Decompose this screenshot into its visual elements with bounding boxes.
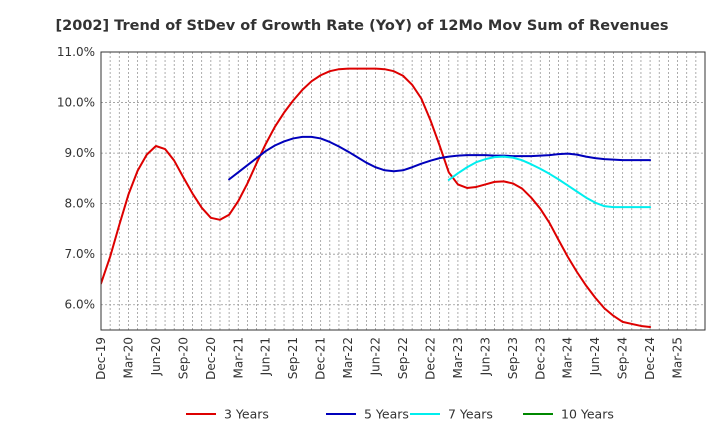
x-tick-label: Mar-21 [231, 337, 245, 378]
x-tick-label: Jun-24 [588, 337, 602, 376]
x-tick-label: Dec-19 [94, 337, 108, 380]
plot-border [100, 51, 706, 331]
legend-label-5-years: 5 Years [364, 407, 409, 422]
x-tick-label: Mar-23 [451, 337, 465, 378]
y-tick-label: 10.0% [57, 96, 95, 110]
x-tick-label: Jun-23 [478, 337, 492, 376]
x-tick-label: Sep-23 [506, 337, 520, 379]
legend-label-10-years: 10 Years [561, 407, 614, 422]
y-axis: 6.0% 7.0% 8.0% 9.0% 10.0% 11.0% [57, 45, 95, 312]
x-tick-label: Dec-20 [204, 337, 218, 380]
x-tick-label: Dec-24 [643, 337, 657, 380]
x-tick-label: Jun-22 [369, 337, 383, 376]
x-tick-label: Sep-20 [176, 337, 190, 379]
x-axis: Dec-19 Mar-20 Jun-20 Sep-20 Dec-20 Mar-21 Jun-… [94, 337, 685, 380]
x-tick-label: Dec-22 [423, 337, 437, 380]
legend: 3 Years 5 Years 7 Years 10 Years [186, 407, 614, 422]
y-tick-label: 9.0% [65, 146, 96, 160]
x-tick-label: Mar-20 [121, 337, 135, 378]
legend-label-7-years: 7 Years [448, 407, 493, 422]
x-tick-label: Dec-23 [533, 337, 547, 380]
series-lines [101, 67, 652, 328]
x-tick-label: Sep-21 [286, 337, 300, 379]
x-tick-label: Mar-24 [561, 337, 575, 378]
plot-area [101, 52, 705, 330]
y-tick-label: 6.0% [65, 298, 96, 312]
x-tick-label: Jun-20 [149, 337, 163, 376]
y-tick-label: 7.0% [65, 247, 96, 261]
x-tick-label: Sep-24 [616, 337, 630, 379]
x-tick-label: Dec-21 [314, 337, 328, 380]
y-tick-label: 8.0% [65, 197, 96, 211]
y-tick-label: 11.0% [57, 45, 95, 59]
chart-title: [2002] Trend of StDev of Growth Rate (Yo… [56, 18, 669, 34]
series-line-5-years [228, 135, 652, 181]
x-tick-label: Sep-22 [396, 337, 410, 379]
legend-label-3-years: 3 Years [224, 407, 269, 422]
series-line-7-years [447, 155, 652, 209]
x-tick-label: Mar-22 [341, 337, 355, 378]
x-tick-label: Mar-25 [671, 337, 685, 378]
x-tick-label: Jun-21 [259, 337, 273, 376]
series-line-3-years [101, 67, 652, 328]
